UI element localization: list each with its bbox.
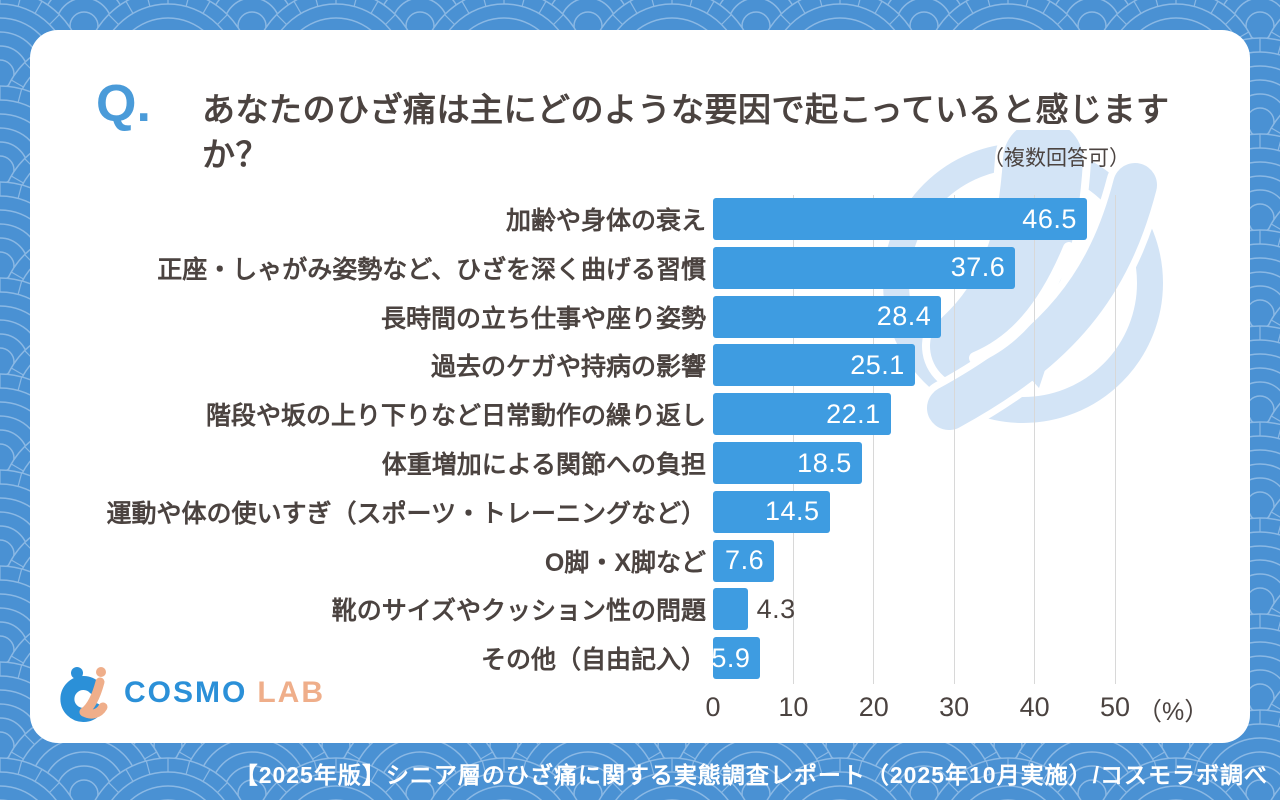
x-axis-unit: （%） — [1137, 698, 1210, 726]
gridline — [1114, 195, 1116, 684]
x-tick: 40 — [1019, 692, 1050, 722]
x-tick: 10 — [778, 692, 809, 722]
category-label: 加齢や身体の衰え — [505, 207, 706, 235]
category-label: 階段や坂の上り下りなど日常動作の繰り返し — [205, 402, 706, 431]
multiple-answers-note: （複数回答可） — [983, 147, 1130, 170]
bar-row: 28.4 — [713, 295, 1183, 338]
bar: 5.9 — [711, 637, 761, 680]
category-label: その他（自由記入） — [480, 646, 706, 675]
bar: 37.6 — [713, 246, 1016, 289]
bar: 22.1 — [713, 393, 891, 436]
bar-row: 37.6 — [713, 246, 1183, 289]
gridline — [873, 195, 875, 684]
value-label: 14.5 — [765, 496, 820, 527]
value-label: 5.9 — [711, 642, 751, 673]
gridline — [1034, 195, 1036, 684]
footer-caption: 【2025年版】シニア層のひざ痛に関する実態調査レポート（2025年10月実施）… — [234, 762, 1268, 788]
category-label: O脚・X脚など — [544, 548, 706, 577]
x-tick: 20 — [858, 692, 889, 722]
value-label: 18.5 — [797, 447, 852, 478]
knee-illustration-watermark — [883, 130, 1164, 430]
bar-row: 22.1 — [713, 393, 1183, 436]
cosmo-lab-logo: COSMO LAB — [56, 664, 325, 722]
bar: 7.6 — [713, 539, 775, 582]
category-label: 正座・しゃがみ姿勢など、ひざを深く曲げる習慣 — [157, 255, 706, 284]
bars-plot: 46.5 37.6 28.4 25.1 22.1 18.5 14.5 7.6 4.3 5.9 — [711, 195, 1183, 684]
x-tick: 0 — [705, 692, 721, 722]
category-label: 長時間の立ち仕事や座り姿勢 — [380, 304, 706, 333]
bar-row: 25.1 — [713, 344, 1183, 387]
question-title: あなたのひざ痛は主にどのような要因で起こっていると感じますか？ — [202, 91, 1170, 173]
value-label: 4.3 — [756, 593, 796, 624]
bar: 28.4 — [713, 295, 942, 338]
question-mark: Q. — [96, 75, 151, 133]
bar-row: 4.3 — [713, 588, 1183, 631]
bar-row: 5.9 — [711, 637, 1183, 680]
logo-lab-text: LAB — [257, 676, 325, 709]
x-axis: （%） 0 10 20 30 40 50 — [705, 692, 1243, 726]
value-label: 28.4 — [876, 301, 932, 332]
logo-brand-text: COSMO — [124, 676, 248, 709]
logo-mark-icon — [60, 667, 108, 722]
category-label: 運動や体の使いすぎ（スポーツ・トレーニングなど） — [106, 499, 706, 528]
bar: 18.5 — [713, 442, 862, 484]
value-label: 22.1 — [826, 398, 881, 429]
bar-row: 18.5 — [713, 442, 1183, 484]
x-tick: 30 — [939, 692, 970, 722]
value-label: 46.5 — [1022, 203, 1077, 234]
category-labels: 加齢や身体の衰え正座・しゃがみ姿勢など、ひざを深く曲げる習慣長時間の立ち仕事や座… — [38, 195, 706, 684]
bar: 25.1 — [713, 344, 915, 387]
report-card: Q. あなたのひざ痛は主にどのような要因で起こっていると感じますか？ （複数回答… — [30, 30, 1250, 743]
category-label: 靴のサイズやクッション性の問題 — [331, 597, 706, 626]
bar: 46.5 — [713, 198, 1087, 240]
category-label: 過去のケガや持病の影響 — [430, 353, 706, 382]
x-tick: 50 — [1099, 692, 1131, 722]
bar — [713, 588, 748, 631]
value-label: 7.6 — [725, 545, 765, 576]
value-label: 37.6 — [950, 252, 1006, 283]
category-label: 体重増加による関節への負担 — [381, 451, 706, 479]
bar-row: 46.5 — [713, 198, 1183, 240]
gridline — [792, 195, 794, 684]
value-label: 25.1 — [850, 349, 905, 380]
bar-row: 7.6 — [713, 539, 1183, 582]
gridline — [953, 195, 955, 684]
bar: 14.5 — [713, 490, 830, 533]
bar-row: 14.5 — [713, 490, 1183, 533]
